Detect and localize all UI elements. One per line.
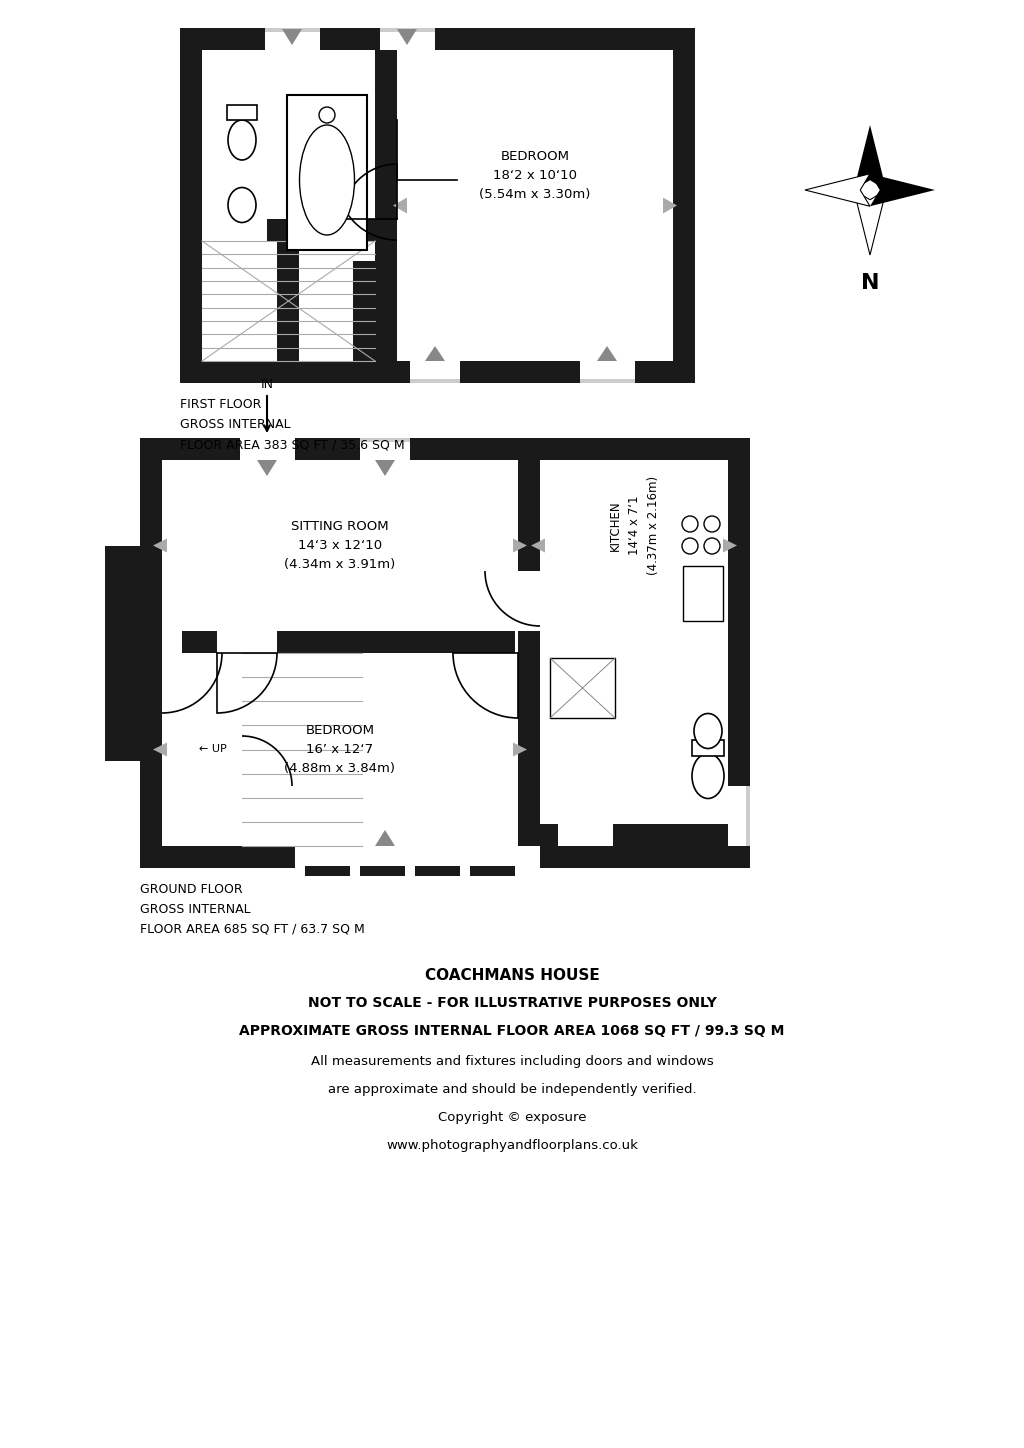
- Polygon shape: [282, 29, 302, 45]
- Bar: [202, 219, 267, 240]
- Bar: [180, 361, 695, 384]
- Bar: [470, 866, 515, 876]
- Bar: [180, 28, 265, 51]
- Text: BEDROOM
18‘2 x 10‘10
(5.54m x 3.30m): BEDROOM 18‘2 x 10‘10 (5.54m x 3.30m): [479, 151, 591, 201]
- Bar: [140, 846, 750, 867]
- Text: COACHMANS HOUSE: COACHMANS HOUSE: [425, 969, 599, 983]
- Bar: [105, 546, 162, 760]
- Text: All measurements and fixtures including doors and windows: All measurements and fixtures including …: [310, 1054, 714, 1067]
- Bar: [580, 361, 635, 384]
- Bar: [295, 437, 360, 460]
- Polygon shape: [153, 539, 167, 553]
- Bar: [360, 437, 410, 460]
- Bar: [287, 96, 367, 251]
- Bar: [410, 437, 750, 460]
- Bar: [692, 740, 724, 756]
- Polygon shape: [375, 830, 395, 846]
- Polygon shape: [663, 197, 677, 213]
- Ellipse shape: [692, 753, 724, 798]
- Bar: [360, 866, 406, 876]
- Bar: [360, 437, 410, 442]
- Text: BEDROOM
16’ x 12‘7
(4.88m x 3.84m): BEDROOM 16’ x 12‘7 (4.88m x 3.84m): [285, 724, 395, 775]
- Text: Copyright © exposure: Copyright © exposure: [437, 1111, 587, 1124]
- Bar: [319, 28, 380, 51]
- Bar: [305, 866, 350, 876]
- Bar: [410, 361, 460, 384]
- Bar: [728, 786, 750, 846]
- Polygon shape: [854, 125, 886, 190]
- Bar: [278, 240, 299, 361]
- Text: KITCHEN
14‘4 x 7‘1
(4.37m x 2.16m): KITCHEN 14‘4 x 7‘1 (4.37m x 2.16m): [608, 476, 659, 575]
- Bar: [265, 28, 319, 32]
- Text: SITTING ROOM
14‘3 x 12‘10
(4.34m x 3.91m): SITTING ROOM 14‘3 x 12‘10 (4.34m x 3.91m…: [285, 520, 395, 571]
- Bar: [746, 786, 750, 846]
- Text: ← UP: ← UP: [200, 744, 227, 754]
- Bar: [162, 631, 515, 653]
- Bar: [518, 653, 540, 846]
- Text: www.photographyandfloorplans.co.uk: www.photographyandfloorplans.co.uk: [386, 1138, 638, 1151]
- Polygon shape: [531, 539, 545, 553]
- Bar: [550, 657, 615, 718]
- Polygon shape: [597, 346, 617, 361]
- Text: APPROXIMATE GROSS INTERNAL FLOOR AREA 1068 SQ FT / 99.3 SQ M: APPROXIMATE GROSS INTERNAL FLOOR AREA 10…: [240, 1024, 784, 1038]
- Text: N: N: [861, 274, 880, 292]
- Bar: [518, 571, 540, 631]
- Bar: [518, 460, 540, 846]
- Bar: [217, 631, 278, 653]
- Circle shape: [705, 539, 720, 555]
- Bar: [162, 568, 182, 738]
- Bar: [415, 866, 460, 876]
- Bar: [683, 566, 723, 621]
- Bar: [380, 28, 435, 51]
- Text: IN: IN: [260, 378, 273, 391]
- Polygon shape: [375, 460, 395, 476]
- Bar: [202, 51, 673, 361]
- Bar: [227, 106, 257, 120]
- Text: GROUND FLOOR
GROSS INTERNAL
FLOOR AREA 685 SQ FT / 63.7 SQ M: GROUND FLOOR GROSS INTERNAL FLOOR AREA 6…: [140, 883, 365, 935]
- Text: NOT TO SCALE - FOR ILLUSTRATIVE PURPOSES ONLY: NOT TO SCALE - FOR ILLUSTRATIVE PURPOSES…: [307, 996, 717, 1011]
- Circle shape: [705, 515, 720, 531]
- Bar: [180, 28, 695, 384]
- Bar: [202, 219, 375, 240]
- Bar: [140, 437, 240, 460]
- Bar: [353, 261, 375, 361]
- Bar: [265, 28, 319, 51]
- Bar: [435, 28, 695, 51]
- Text: are approximate and should be independently verified.: are approximate and should be independen…: [328, 1083, 696, 1096]
- Polygon shape: [397, 29, 417, 45]
- Polygon shape: [393, 197, 407, 213]
- Polygon shape: [854, 190, 886, 255]
- Bar: [295, 846, 540, 867]
- Polygon shape: [805, 174, 870, 206]
- Bar: [580, 379, 635, 384]
- Ellipse shape: [694, 714, 722, 749]
- Bar: [240, 437, 295, 460]
- Polygon shape: [723, 539, 737, 553]
- Bar: [410, 379, 460, 384]
- Polygon shape: [513, 539, 527, 553]
- Ellipse shape: [299, 125, 354, 235]
- Bar: [162, 460, 728, 846]
- Polygon shape: [870, 174, 935, 206]
- Polygon shape: [153, 743, 167, 756]
- Circle shape: [319, 107, 335, 123]
- Bar: [558, 824, 613, 846]
- Text: FIRST FLOOR
GROSS INTERNAL
FLOOR AREA 383 SQ FT / 35.6 SQ M: FIRST FLOOR GROSS INTERNAL FLOOR AREA 38…: [180, 398, 404, 450]
- Bar: [380, 28, 435, 32]
- Circle shape: [682, 539, 698, 555]
- Bar: [518, 824, 728, 846]
- Polygon shape: [425, 346, 445, 361]
- Bar: [375, 51, 397, 361]
- Polygon shape: [513, 743, 527, 756]
- Ellipse shape: [228, 120, 256, 159]
- Polygon shape: [257, 460, 278, 476]
- Ellipse shape: [228, 187, 256, 223]
- Circle shape: [682, 515, 698, 531]
- Bar: [140, 437, 750, 867]
